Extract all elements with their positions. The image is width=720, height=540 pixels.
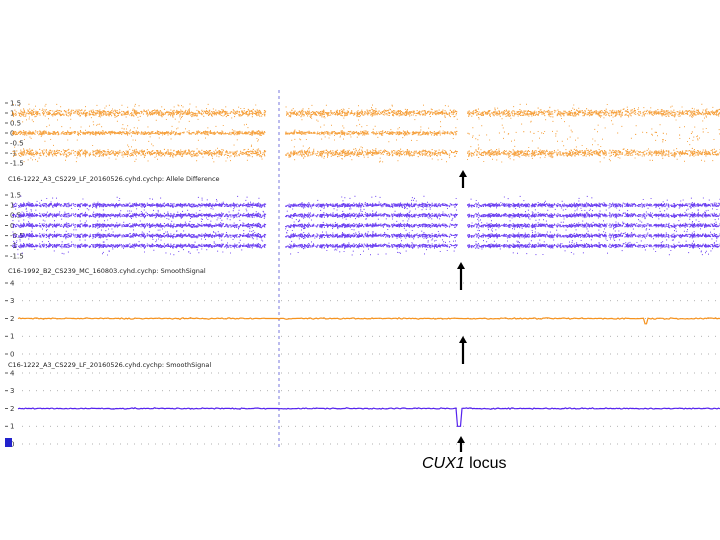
y-tick-label: 2 [10, 405, 14, 413]
y-tick-label: 1.5 [10, 191, 21, 199]
locus-arrow-icon [459, 336, 467, 364]
y-tick-label: 0 [10, 222, 14, 230]
y-tick-label: -1.5 [10, 159, 24, 167]
track-title: C16-1222_A3_CS229_LF_20160526.cyhd.cychp… [8, 361, 211, 369]
y-tick-label: 1 [10, 202, 14, 210]
y-tick-label: 1.5 [10, 99, 21, 107]
locus-arrow-icon [459, 170, 467, 188]
track-title: C16-1992_B2_CS239_MC_160803.cyhd.cychp: … [8, 267, 206, 275]
y-tick-label: -0.5 [10, 139, 24, 147]
y-tick-label: 0.5 [10, 119, 21, 127]
gene-name: CUX1 [422, 455, 465, 472]
y-tick-label: 0 [10, 350, 14, 358]
track-title: C16-1222_A3_CS229_LF_20160526.cyhd.cychp… [8, 175, 220, 183]
locus-annotation: CUX1 locus [422, 455, 507, 473]
y-tick-label: 2 [10, 315, 14, 323]
y-tick-label: -1.5 [10, 252, 24, 260]
y-tick-label: 4 [10, 369, 15, 377]
locus-arrow-icon [457, 262, 465, 290]
data-points [12, 195, 720, 256]
locus-word: locus [469, 455, 507, 472]
signal-line [17, 407, 720, 427]
locus-arrow-icon [457, 436, 465, 452]
signal-line [17, 316, 720, 325]
y-tick-label: 3 [10, 387, 14, 395]
y-tick-label: 3 [10, 297, 14, 305]
y-tick-label: 1 [10, 423, 14, 431]
y-tick-label: 1 [10, 333, 14, 341]
data-points [12, 103, 720, 163]
y-tick-label: 4 [10, 279, 15, 287]
y-tick-label: 0 [10, 440, 14, 448]
track-marker-icon [5, 438, 12, 447]
